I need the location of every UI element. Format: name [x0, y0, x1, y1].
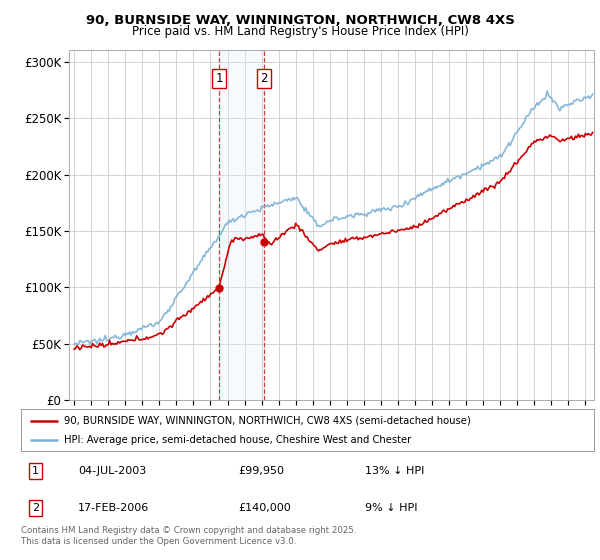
Text: HPI: Average price, semi-detached house, Cheshire West and Chester: HPI: Average price, semi-detached house,… — [64, 435, 411, 445]
Text: £99,950: £99,950 — [239, 466, 285, 476]
Bar — [219, 50, 263, 400]
Text: 1: 1 — [32, 466, 39, 476]
Text: 2: 2 — [32, 503, 39, 513]
Text: £140,000: £140,000 — [239, 503, 292, 513]
Text: Price paid vs. HM Land Registry's House Price Index (HPI): Price paid vs. HM Land Registry's House … — [131, 25, 469, 38]
Text: 90, BURNSIDE WAY, WINNINGTON, NORTHWICH, CW8 4XS: 90, BURNSIDE WAY, WINNINGTON, NORTHWICH,… — [86, 14, 514, 27]
Text: 9% ↓ HPI: 9% ↓ HPI — [365, 503, 418, 513]
Text: 04-JUL-2003: 04-JUL-2003 — [79, 466, 146, 476]
Text: Contains HM Land Registry data © Crown copyright and database right 2025.
This d: Contains HM Land Registry data © Crown c… — [21, 526, 356, 546]
Text: 1: 1 — [215, 72, 223, 85]
Text: 17-FEB-2006: 17-FEB-2006 — [79, 503, 149, 513]
Text: 90, BURNSIDE WAY, WINNINGTON, NORTHWICH, CW8 4XS (semi-detached house): 90, BURNSIDE WAY, WINNINGTON, NORTHWICH,… — [64, 416, 471, 426]
Text: 2: 2 — [260, 72, 268, 85]
Text: 13% ↓ HPI: 13% ↓ HPI — [365, 466, 424, 476]
